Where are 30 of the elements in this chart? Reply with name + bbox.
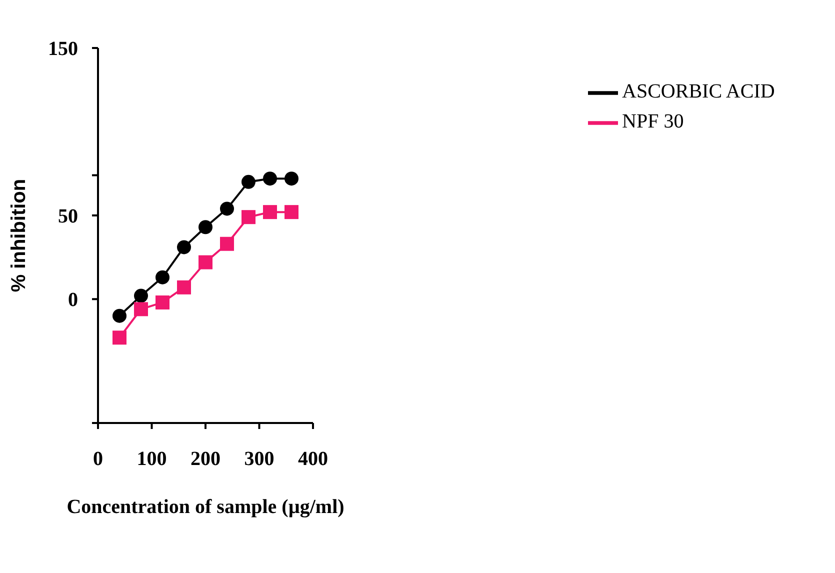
point xyxy=(156,270,170,284)
x-tick-label: 200 xyxy=(190,448,220,470)
point xyxy=(177,280,191,294)
x-tick-label: 400 xyxy=(298,448,328,470)
point xyxy=(177,240,191,254)
y-tick-label: 150 xyxy=(48,38,78,60)
x-tick-label: 100 xyxy=(136,448,167,470)
point xyxy=(134,288,148,303)
y-tick-label: 50 xyxy=(58,206,78,228)
point xyxy=(263,205,277,220)
point xyxy=(220,236,234,251)
point xyxy=(112,308,126,323)
point xyxy=(198,255,212,270)
point xyxy=(112,330,126,345)
point xyxy=(242,174,256,189)
point xyxy=(134,302,148,316)
legend-label: NPF 30 xyxy=(622,110,684,133)
x-tick-label: 300 xyxy=(244,448,274,470)
legend-label: ASCORBIC ACID xyxy=(622,80,775,103)
x-tick-label: 0 xyxy=(93,448,103,470)
point xyxy=(220,202,234,216)
point xyxy=(284,205,298,220)
y-axis-title: % inhibition xyxy=(8,178,30,292)
point xyxy=(242,210,256,224)
y-tick-label: 0 xyxy=(68,289,78,312)
x-axis-title: Concentration of sample (µg/ml) xyxy=(66,496,344,518)
point xyxy=(156,295,170,310)
point xyxy=(198,220,212,234)
point xyxy=(284,172,298,186)
point xyxy=(263,172,277,186)
